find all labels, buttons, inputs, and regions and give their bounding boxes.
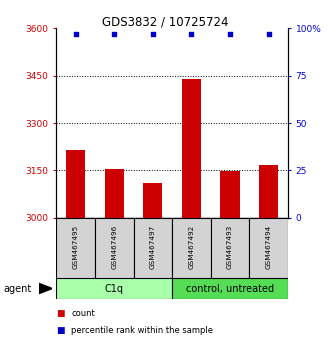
Text: ■: ■ <box>56 326 65 335</box>
Bar <box>66 150 85 218</box>
Point <box>227 31 233 37</box>
Bar <box>133 218 172 278</box>
Bar <box>56 278 172 299</box>
Bar <box>220 171 240 218</box>
Text: GSM467495: GSM467495 <box>72 224 78 269</box>
Bar <box>172 218 211 278</box>
Text: GSM467496: GSM467496 <box>111 224 117 269</box>
Bar <box>56 218 95 278</box>
Text: control, untreated: control, untreated <box>186 284 274 293</box>
Bar <box>211 218 249 278</box>
Text: GDS3832 / 10725724: GDS3832 / 10725724 <box>102 16 229 29</box>
Bar <box>172 278 288 299</box>
Point <box>73 31 78 37</box>
Text: percentile rank within the sample: percentile rank within the sample <box>71 326 213 335</box>
Text: ■: ■ <box>56 309 65 318</box>
Text: count: count <box>71 309 95 318</box>
Text: GSM467492: GSM467492 <box>188 224 194 269</box>
Point <box>112 31 117 37</box>
Point <box>189 31 194 37</box>
Bar <box>105 169 124 218</box>
Point <box>266 31 271 37</box>
Text: agent: agent <box>3 284 31 293</box>
Point <box>150 31 156 37</box>
Bar <box>95 218 133 278</box>
Text: GSM467493: GSM467493 <box>227 224 233 269</box>
Text: C1q: C1q <box>105 284 124 293</box>
Bar <box>182 79 201 218</box>
Polygon shape <box>39 284 52 293</box>
Bar <box>259 165 278 218</box>
Text: GSM467494: GSM467494 <box>266 224 272 269</box>
Text: GSM467497: GSM467497 <box>150 224 156 269</box>
Bar <box>249 218 288 278</box>
Bar <box>143 183 163 218</box>
